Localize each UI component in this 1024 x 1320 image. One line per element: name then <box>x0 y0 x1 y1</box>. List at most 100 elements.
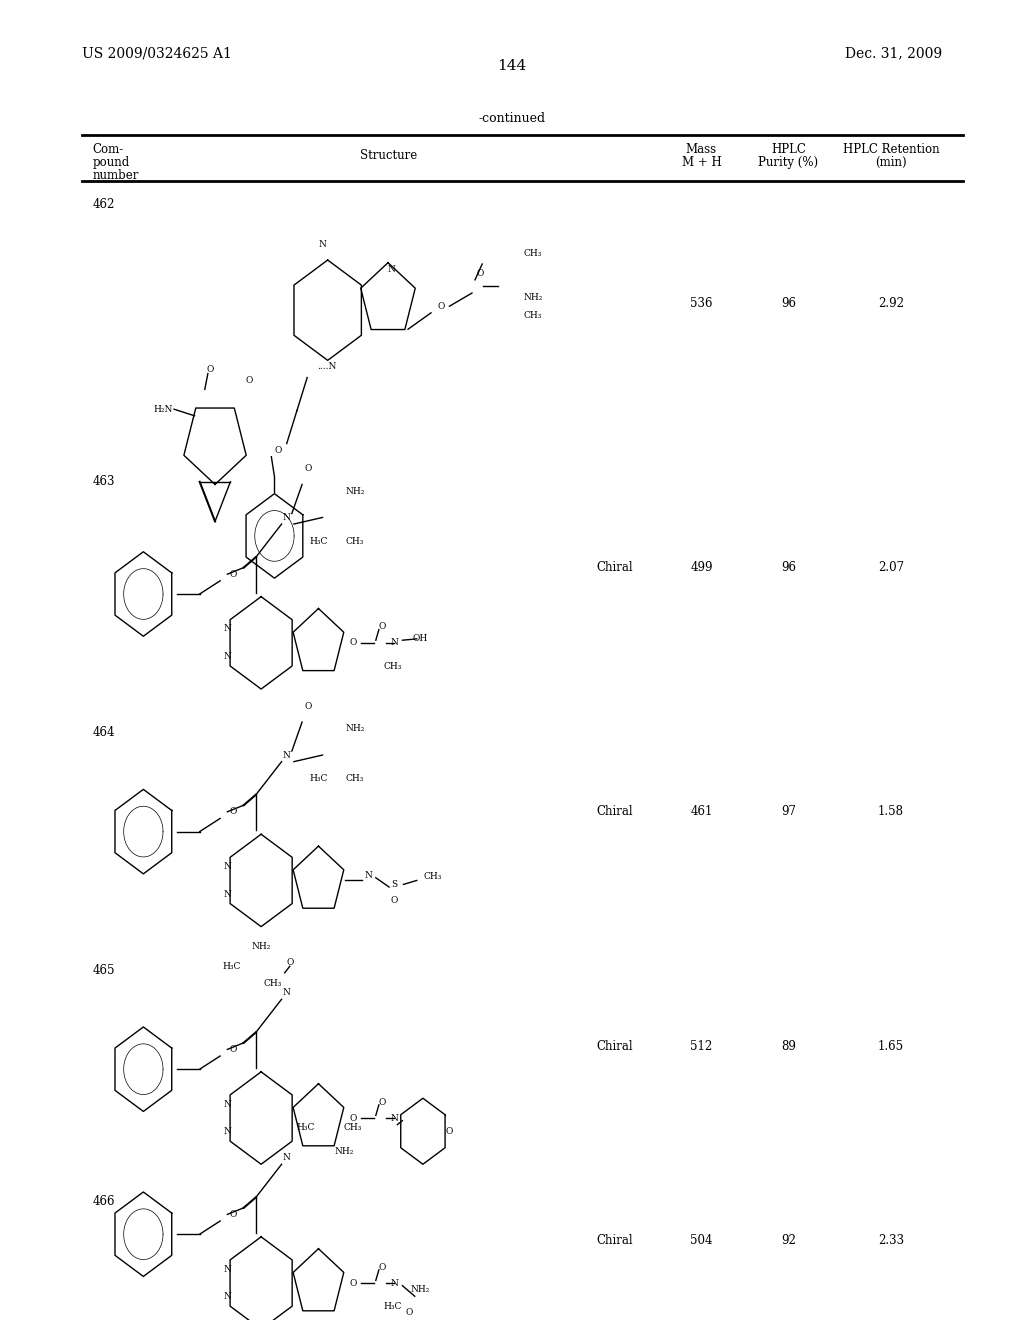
Text: O: O <box>274 446 283 454</box>
Text: 1.65: 1.65 <box>878 1040 904 1052</box>
Text: Chiral: Chiral <box>596 1234 633 1247</box>
Text: O: O <box>229 1210 238 1218</box>
Text: pound: pound <box>92 156 129 169</box>
Text: 1.58: 1.58 <box>878 805 904 818</box>
Text: CH₃: CH₃ <box>383 663 401 671</box>
Text: N: N <box>223 1265 231 1274</box>
Text: O: O <box>229 1045 238 1053</box>
Text: 512: 512 <box>690 1040 713 1052</box>
Text: (min): (min) <box>876 156 906 169</box>
Text: HPLC: HPLC <box>771 143 806 156</box>
Text: 463: 463 <box>92 475 115 488</box>
Text: N: N <box>223 1292 231 1302</box>
Text: H₂N: H₂N <box>154 405 173 413</box>
Text: O: O <box>390 896 398 904</box>
Text: O: O <box>304 465 312 473</box>
Text: 462: 462 <box>92 198 115 211</box>
Text: N: N <box>283 989 291 997</box>
Text: 464: 464 <box>92 726 115 739</box>
Text: N: N <box>283 751 291 759</box>
Text: CH₃: CH₃ <box>343 1123 361 1131</box>
Text: S: S <box>391 880 397 888</box>
Text: NH₂: NH₂ <box>335 1147 354 1155</box>
Text: 466: 466 <box>92 1195 115 1208</box>
Text: N: N <box>283 1154 291 1162</box>
Text: Com-: Com- <box>92 143 124 156</box>
Text: Purity (%): Purity (%) <box>759 156 818 169</box>
Text: N: N <box>223 1127 231 1137</box>
Text: N: N <box>283 513 291 521</box>
Text: CH₃: CH₃ <box>345 775 364 783</box>
Text: NH₂: NH₂ <box>411 1286 429 1294</box>
Text: O: O <box>349 1114 357 1122</box>
Text: H₃C: H₃C <box>383 1303 401 1311</box>
Text: N: N <box>390 1279 398 1287</box>
Text: CH₃: CH₃ <box>424 873 442 880</box>
Text: M + H: M + H <box>682 156 721 169</box>
Text: CH₃: CH₃ <box>523 312 542 319</box>
Text: 465: 465 <box>92 964 115 977</box>
Text: O: O <box>286 958 294 966</box>
Text: 2.92: 2.92 <box>878 297 904 310</box>
Text: ....N: ....N <box>317 363 337 371</box>
Text: 536: 536 <box>690 297 713 310</box>
Text: H₃C: H₃C <box>222 962 241 970</box>
Text: Mass: Mass <box>686 143 717 156</box>
Text: CH₃: CH₃ <box>345 537 364 545</box>
Text: O: O <box>378 1098 386 1106</box>
Text: Chiral: Chiral <box>596 561 633 574</box>
Text: N: N <box>318 240 327 248</box>
Text: O: O <box>229 570 238 578</box>
Text: H₃C: H₃C <box>296 1123 314 1131</box>
Text: O: O <box>245 376 253 384</box>
Text: 97: 97 <box>781 805 796 818</box>
Text: 504: 504 <box>690 1234 713 1247</box>
Text: 144: 144 <box>498 59 526 74</box>
Text: 96: 96 <box>781 561 796 574</box>
Text: Chiral: Chiral <box>596 805 633 818</box>
Text: O: O <box>206 366 214 374</box>
Text: 89: 89 <box>781 1040 796 1052</box>
Text: N: N <box>365 871 373 879</box>
Text: O: O <box>378 623 386 631</box>
Text: OH: OH <box>413 635 427 643</box>
Text: N: N <box>223 624 231 634</box>
Text: O: O <box>349 1279 357 1287</box>
Text: NH₂: NH₂ <box>523 293 543 301</box>
Text: 2.33: 2.33 <box>878 1234 904 1247</box>
Text: O: O <box>476 269 484 277</box>
Text: NH₂: NH₂ <box>252 942 270 950</box>
Text: O: O <box>445 1127 454 1135</box>
Text: N: N <box>390 639 398 647</box>
Text: H₃C: H₃C <box>309 775 328 783</box>
Text: O: O <box>229 808 238 816</box>
Text: Structure: Structure <box>360 149 418 162</box>
Text: US 2009/0324625 A1: US 2009/0324625 A1 <box>82 46 231 61</box>
Text: NH₂: NH₂ <box>345 487 365 495</box>
Text: N: N <box>223 652 231 661</box>
Text: 461: 461 <box>690 805 713 818</box>
Text: O: O <box>437 302 445 310</box>
Text: Dec. 31, 2009: Dec. 31, 2009 <box>845 46 942 61</box>
Text: O: O <box>378 1263 386 1271</box>
Text: N: N <box>223 890 231 899</box>
Text: 2.07: 2.07 <box>878 561 904 574</box>
Text: O: O <box>406 1308 414 1316</box>
Text: N: N <box>223 1100 231 1109</box>
Text: N: N <box>387 265 395 273</box>
Text: O: O <box>349 639 357 647</box>
Text: H₃C: H₃C <box>309 537 328 545</box>
Text: 499: 499 <box>690 561 713 574</box>
Text: CH₃: CH₃ <box>523 249 542 257</box>
Text: O: O <box>304 702 312 710</box>
Text: N: N <box>223 862 231 871</box>
Text: number: number <box>92 169 138 182</box>
Text: 96: 96 <box>781 297 796 310</box>
Text: HPLC Retention: HPLC Retention <box>843 143 939 156</box>
Text: NH₂: NH₂ <box>345 725 365 733</box>
Text: -continued: -continued <box>478 112 546 125</box>
Text: CH₃: CH₃ <box>263 979 282 987</box>
Text: Chiral: Chiral <box>596 1040 633 1052</box>
Text: N: N <box>390 1114 398 1122</box>
Text: 92: 92 <box>781 1234 796 1247</box>
